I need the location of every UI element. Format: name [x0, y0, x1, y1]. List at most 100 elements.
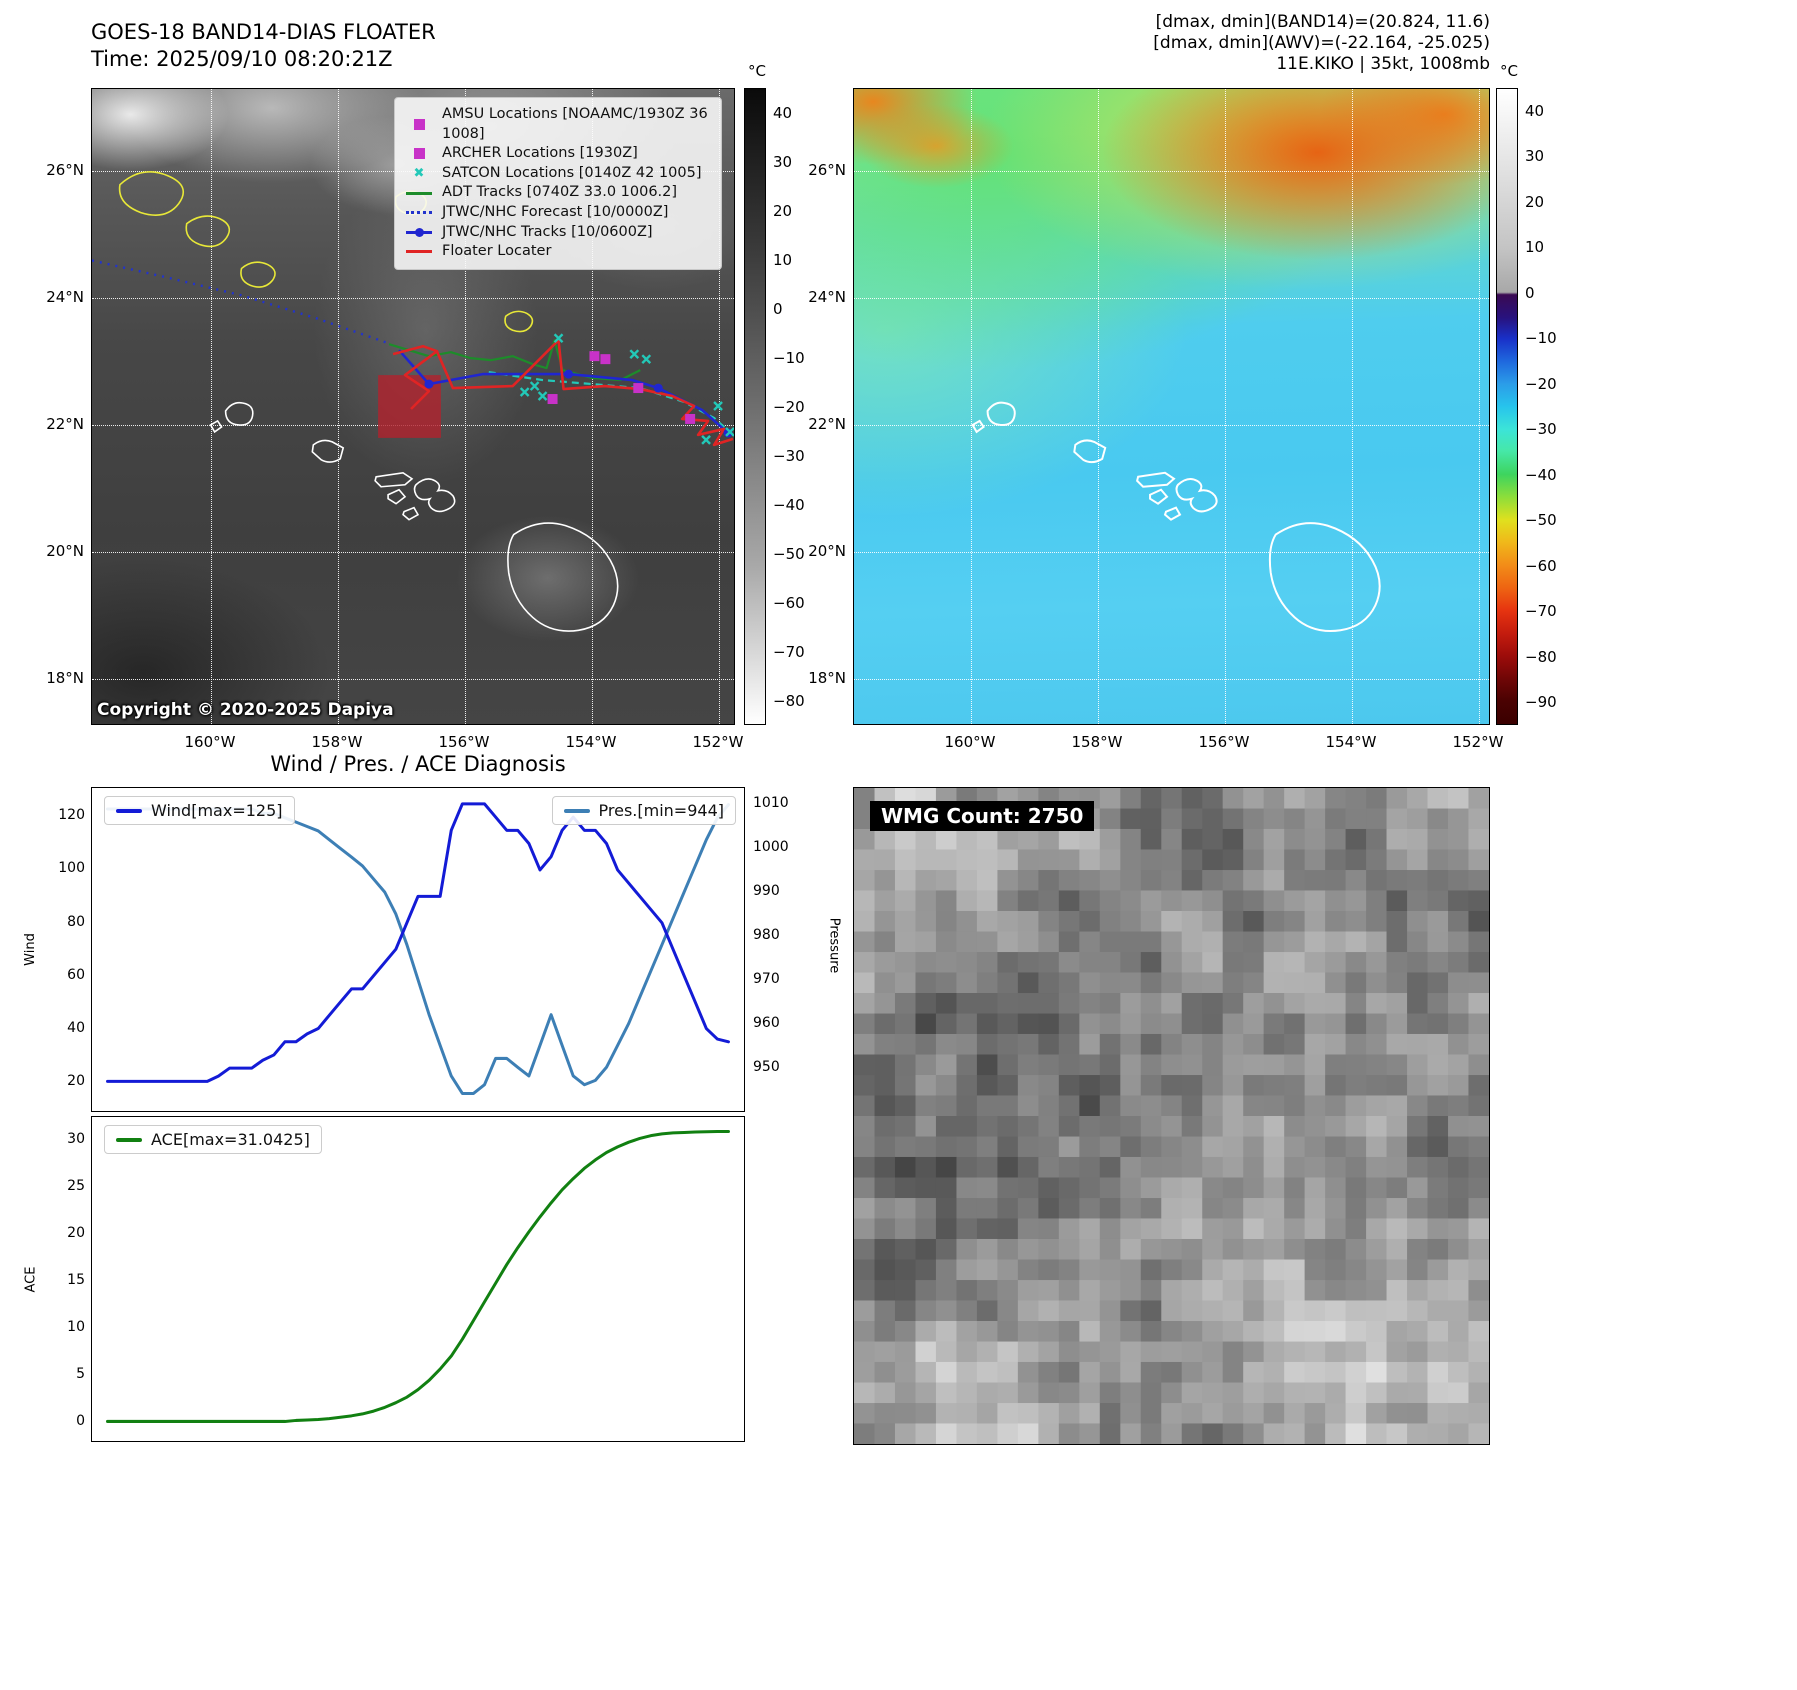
wmg-pixel [1448, 972, 1470, 994]
wmg-pixel [1366, 1280, 1388, 1302]
wmg-pixel [976, 1280, 998, 1302]
awv-map-overlay-svg [971, 401, 1381, 632]
wmg-pixel [935, 1280, 957, 1302]
wmg-pixel [935, 1300, 957, 1322]
wmg-pixel [1058, 1403, 1080, 1425]
wmg-pixel [1079, 1177, 1101, 1199]
wmg-pixel [935, 931, 957, 953]
wmg-pixel [1222, 993, 1244, 1015]
wmg-pixel [1079, 1075, 1101, 1097]
wmg-pixel [1407, 1198, 1429, 1220]
wmg-pixel [894, 910, 916, 933]
wmg-pixel [1407, 1259, 1429, 1281]
wmg-pixel [1202, 1341, 1224, 1363]
wmg-pixel [1325, 1218, 1347, 1240]
lat-label: 20°N [808, 542, 846, 560]
legend-label: AMSU Locations [NOAAMC/1930Z 36 1008] [442, 106, 708, 142]
wmg-pixel [1427, 1238, 1449, 1261]
wmg-pixel [1038, 1403, 1060, 1425]
wmg-pixel [1079, 952, 1101, 974]
wmg-pixel [1181, 952, 1203, 974]
wmg-pixel [854, 1116, 876, 1138]
wmg-pixel [1427, 828, 1449, 850]
wmg-pixel [1079, 972, 1101, 994]
wmg-pixel [894, 1075, 916, 1097]
colorbar-tick-label: 20 [773, 201, 793, 220]
wmg-pixel [1140, 1054, 1162, 1076]
wmg-pixel [956, 993, 978, 1015]
wmg-pixel [1325, 1321, 1347, 1343]
colorbar-tick-label: 0 [773, 299, 783, 318]
wmg-pixel [1099, 1341, 1121, 1363]
ace-ytick: 5 [76, 1366, 85, 1383]
satcon-x-marker [519, 387, 530, 397]
wmg-pixel [1304, 1403, 1326, 1425]
wmg-pixel [1058, 1013, 1080, 1035]
lon-label: 154°W [1325, 733, 1377, 751]
wmg-pixel [1407, 952, 1429, 974]
ir-colorbar [744, 88, 766, 725]
wmg-pixel [1448, 1238, 1470, 1261]
wmg-pixel [1058, 952, 1080, 974]
wmg-pixel [1304, 1095, 1326, 1117]
wmg-pixel [1448, 1075, 1470, 1097]
wmg-pixel [1407, 1177, 1429, 1199]
wmg-pixel [1243, 1423, 1265, 1444]
colorbar-tick-label: −10 [773, 348, 805, 367]
wmg-pixel [1325, 1075, 1347, 1097]
wmg-pixel [1386, 870, 1408, 892]
wmg-pixel [1448, 828, 1470, 850]
cold-cloud-contour [240, 261, 276, 288]
wmg-pixel [1222, 1321, 1244, 1343]
wmg-pixel [1140, 1300, 1162, 1322]
wmg-pixel [1243, 1198, 1265, 1220]
wmg-pixel [1345, 1075, 1367, 1097]
wmg-pixel [1017, 972, 1039, 994]
wmg-pixel [874, 870, 896, 892]
wmg-pixel [915, 1300, 937, 1322]
wmg-pixel [1038, 890, 1060, 912]
wind-line-sample [116, 808, 142, 813]
wmg-pixel [1140, 1033, 1162, 1056]
wmg-pixel [1079, 849, 1101, 871]
wmg-pixel [1140, 1116, 1162, 1138]
ace-axis-label: ACE [23, 1266, 39, 1293]
legend-item: Floater Locater [404, 242, 712, 262]
wmg-pixel [854, 1300, 876, 1322]
wmg-pixel [1263, 1259, 1285, 1281]
grid-line-parallel [92, 679, 734, 680]
wmg-pixel [1386, 1300, 1408, 1322]
grid-line-parallel [854, 298, 1489, 299]
wmg-pixel [1181, 931, 1203, 953]
wmg-pixel [1243, 1136, 1265, 1158]
wmg-pixel [1099, 1136, 1121, 1158]
wmg-pixel [956, 890, 978, 912]
wmg-pixel [956, 1280, 978, 1302]
wmg-pixel [935, 1259, 957, 1281]
wmg-pixel [956, 1259, 978, 1281]
wmg-pixel [1202, 1361, 1224, 1384]
wmg-pixel [976, 1321, 998, 1343]
wind-ytick: 100 [58, 860, 85, 877]
wmg-pixel [1427, 1321, 1449, 1343]
wmg-pixel [915, 849, 937, 871]
wmg-pixel [894, 1136, 916, 1158]
amsu-location-marker [685, 413, 696, 424]
wmg-pixel [1058, 1054, 1080, 1076]
wmg-pixel [1202, 1321, 1224, 1343]
wmg-pixel [1263, 890, 1285, 912]
wmg-pixel [976, 1136, 998, 1158]
wmg-pixel [1222, 870, 1244, 892]
legend-label: Floater Locater [442, 243, 552, 260]
wmg-pixel [1407, 1361, 1429, 1384]
wmg-pixel [1222, 828, 1244, 850]
wmg-pixel [1304, 1156, 1326, 1178]
wmg-pixel [915, 1403, 937, 1425]
colorbar-tick-label: −20 [773, 397, 805, 416]
pressure-ytick: 950 [753, 1058, 780, 1075]
wmg-pixel [935, 1136, 957, 1158]
wmg-pixel [1017, 1075, 1039, 1097]
wmg-pixel [1058, 870, 1080, 892]
wmg-pixel [894, 1403, 916, 1425]
wmg-pixel [1386, 1054, 1408, 1076]
